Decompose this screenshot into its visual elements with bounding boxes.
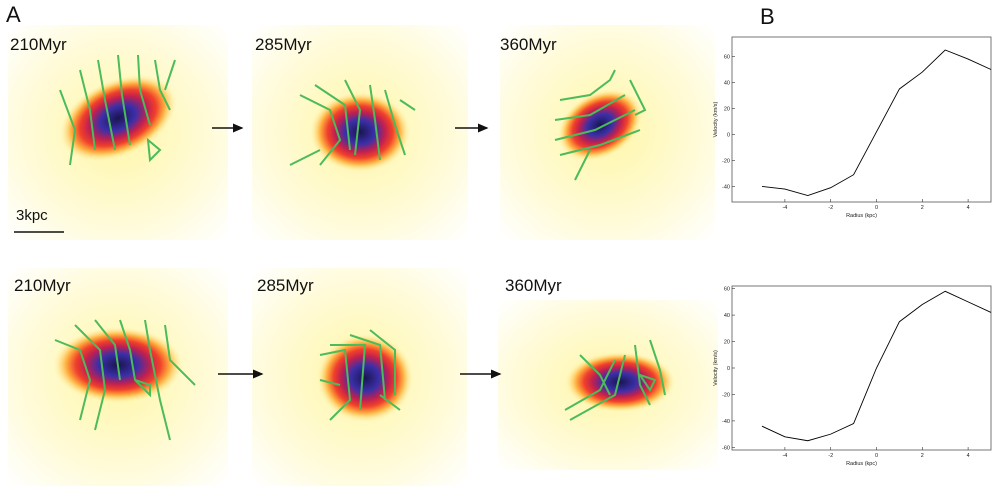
contours [319,329,401,421]
data-line [761,49,992,196]
panel-label: B [760,4,775,29]
galaxy [565,352,675,412]
y-tick-label: -40 [722,419,730,425]
panel-label: A [6,2,21,27]
y-tick-label: 0 [727,132,730,138]
y-tick-label: -20 [722,392,730,398]
plot-frame [731,36,992,203]
x-axis-label: Radius (kpc) [846,213,877,219]
y-tick-label: -60 [722,445,730,451]
time-label: 210Myr [10,35,67,54]
x-tick-label: 0 [875,205,878,211]
y-tick-label: 0 [727,366,730,372]
data-line [761,290,992,442]
y-tick-label: 60 [724,54,730,60]
simulation-panels: 3kpc A B 210Myr 285Myr 360Myr 210Myr 285… [6,2,775,486]
time-label: 285Myr [257,276,314,295]
galaxy [557,89,643,161]
y-tick-label: 20 [724,106,730,112]
galaxy [317,334,413,422]
contours [59,54,176,166]
y-axis-label: Velocity (km/s) [713,101,719,137]
time-label: 360Myr [505,276,562,295]
x-tick-label: 2 [921,453,924,459]
x-tick-label: -2 [828,453,833,459]
contours [289,79,416,166]
y-tick-label: -40 [722,184,730,190]
y-tick-label: 40 [724,80,730,86]
y-tick-label: 20 [724,340,730,346]
galaxy [310,92,410,172]
x-tick-label: 0 [875,453,878,459]
scale-label: 3kpc [16,207,48,224]
time-label: 360Myr [500,35,557,54]
x-tick-label: -2 [828,205,833,211]
y-tick-label: -20 [722,158,730,164]
time-label: 210Myr [14,276,71,295]
time-label: 285Myr [255,35,312,54]
y-tick-label: 40 [724,313,730,319]
x-axis-label: Radius (kpc) [846,461,877,467]
x-tick-label: 4 [967,453,970,459]
y-tick-label: 60 [724,287,730,293]
x-tick-label: 2 [921,205,924,211]
y-axis-label: Velocity (km/s) [713,350,719,386]
x-tick-label: -4 [782,205,787,211]
contours [564,339,666,421]
plot-frame [731,285,992,451]
contours [554,69,647,181]
x-tick-label: 4 [967,205,970,211]
contours [54,319,196,441]
x-tick-label: -4 [782,453,787,459]
